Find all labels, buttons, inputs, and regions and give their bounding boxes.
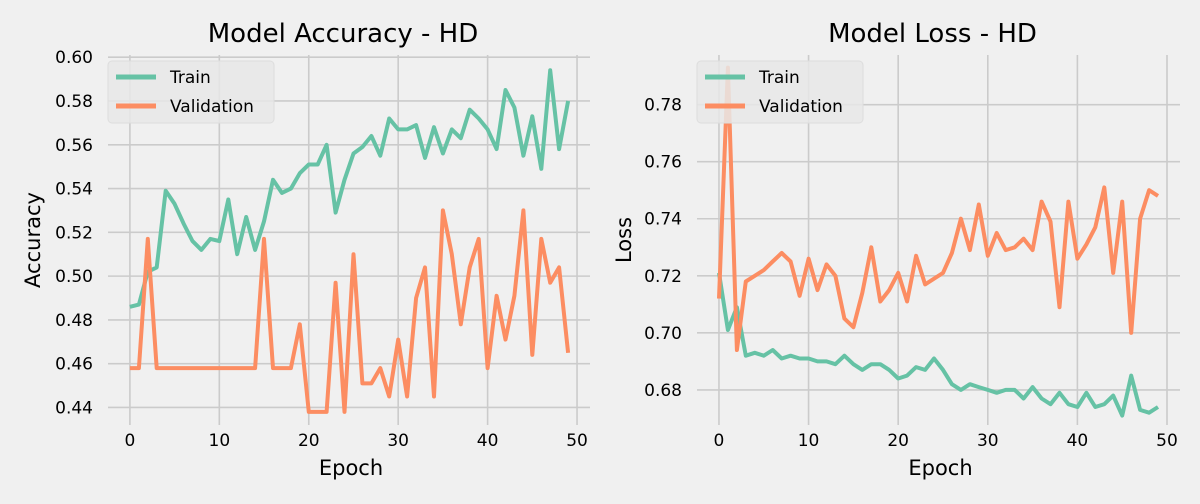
y-tick-label: 0.58: [55, 92, 93, 112]
y-tick-label: 0.52: [55, 223, 93, 243]
y-tick-label: 0.46: [55, 355, 93, 375]
x-axis-label: Epoch: [319, 456, 383, 480]
chart-panel-2: 0 10 20 30 40 50 0.68 0.70 0.72 0.74 0.76 0.78 Epoch…: [612, 19, 1180, 480]
x-tick-label: 10: [209, 431, 231, 451]
chart-panel-1: 0 10 20 30 40 50 0.44 0.46 0.48 0.50 0.52 0.54 0.56 0…: [21, 19, 590, 480]
x-axis-label: Epoch: [908, 456, 972, 480]
y-tick-label: 0.70: [644, 324, 682, 344]
series-line-train: [717, 272, 1160, 418]
legend-label-train: Train: [169, 68, 211, 88]
series-line-train: [129, 68, 571, 309]
x-tick-label: 0: [124, 431, 135, 451]
x-tick-label: 50: [1156, 431, 1178, 451]
x-tick-label: 30: [387, 431, 409, 451]
x-tick-label: 40: [1067, 431, 1089, 451]
x-tick-label: 50: [566, 431, 588, 451]
legend: Train Validation: [696, 60, 864, 124]
y-tick-label: 0.74: [644, 210, 682, 230]
x-tick-label: 10: [798, 431, 820, 451]
x-tick-label: 20: [298, 431, 320, 451]
y-tick-label: 0.50: [55, 267, 93, 287]
series-line-validation: [129, 208, 571, 414]
y-tick-label: 0.48: [55, 311, 93, 331]
y-tick-label: 0.72: [644, 267, 682, 287]
y-tick-label: 0.68: [644, 381, 682, 401]
y-tick-label: 0.76: [644, 153, 682, 173]
x-tick-label: 30: [977, 431, 999, 451]
chart-title: Model Accuracy - HD: [208, 19, 479, 49]
legend: Train Validation: [107, 60, 275, 124]
legend-label-train: Train: [758, 68, 800, 88]
x-tick-label: 40: [477, 431, 499, 451]
legend-label-validation: Validation: [170, 97, 254, 117]
y-axis-label: Loss: [612, 217, 636, 263]
y-tick-label: 0.56: [55, 136, 93, 156]
legend-label-validation: Validation: [759, 97, 843, 117]
y-tick-label: 0.78: [644, 96, 682, 116]
y-axis-label: Accuracy: [21, 192, 45, 288]
y-tick-label: 0.54: [55, 180, 93, 200]
series-line-validation: [717, 65, 1160, 352]
x-tick-label: 0: [714, 431, 725, 451]
x-tick-label: 20: [887, 431, 909, 451]
y-tick-label: 0.60: [55, 48, 93, 68]
y-tick-label: 0.44: [55, 398, 93, 418]
chart-title: Model Loss - HD: [828, 19, 1037, 49]
